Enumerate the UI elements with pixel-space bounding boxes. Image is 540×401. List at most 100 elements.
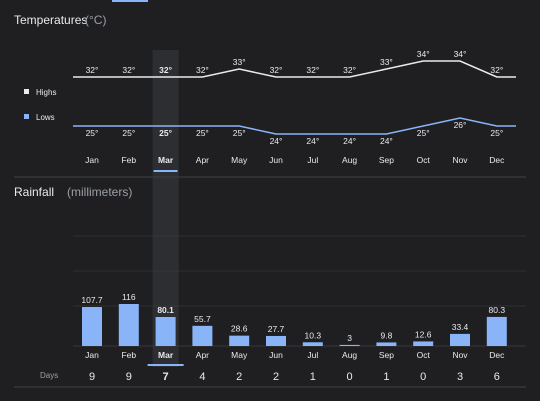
high-label-jun: 32° (270, 65, 283, 75)
temp-month-label-jun: Jun (269, 155, 283, 165)
rain-month-label-apr: Apr (196, 350, 209, 360)
low-label-oct: 25° (417, 128, 430, 138)
high-label-jan: 32° (86, 65, 99, 75)
temp-month-label-mar: Mar (158, 155, 174, 165)
high-label-aug: 32° (343, 65, 356, 75)
temp-month-label-jul: Jul (307, 155, 318, 165)
low-label-aug: 24° (343, 136, 356, 146)
rain-month-label-may: May (231, 350, 248, 360)
days-value-apr: 4 (199, 371, 205, 383)
low-label-feb: 25° (122, 128, 135, 138)
low-label-may: 25° (233, 128, 246, 138)
rainfall-value-label-feb: 116 (122, 292, 136, 302)
temperatures-unit: (°C) (85, 13, 106, 27)
days-value-jun: 2 (273, 371, 279, 383)
rainfall-value-label-jul: 10.3 (305, 330, 322, 340)
rainfall-value-label-nov: 33.4 (452, 322, 469, 332)
low-label-jan: 25° (86, 128, 99, 138)
rainfall-value-label-aug: 3 (347, 333, 352, 343)
rainfall-bar-jan[interactable] (82, 307, 102, 346)
days-value-jan: 9 (89, 371, 95, 383)
rainfall-value-label-may: 28.6 (231, 324, 248, 334)
temp-selected-month-underline (153, 170, 178, 172)
temp-month-label-aug: Aug (342, 155, 357, 165)
rainfall-bar-aug[interactable] (339, 344, 360, 346)
legend-highs-swatch (24, 89, 29, 94)
temp-month-label-sep: Sep (379, 155, 394, 165)
legend-lows-swatch (24, 114, 29, 119)
low-label-sep: 24° (380, 136, 393, 146)
rain-month-label-jul: Jul (307, 350, 318, 360)
low-label-apr: 25° (196, 128, 209, 138)
rainfall-bar-dec[interactable] (486, 316, 507, 346)
rain-month-label-aug: Aug (342, 350, 357, 360)
legend-lows-label: Lows (36, 113, 55, 122)
days-value-sep: 1 (383, 371, 389, 383)
rain-selected-month-underline (147, 364, 184, 366)
low-label-mar: 25° (159, 128, 172, 138)
rainfall-bar-jul[interactable] (302, 342, 323, 346)
high-label-apr: 32° (196, 65, 209, 75)
days-value-aug: 0 (347, 371, 353, 383)
temp-month-label-oct: Oct (417, 155, 431, 165)
low-label-nov: 26° (454, 120, 467, 130)
rain-month-label-nov: Nov (452, 350, 468, 360)
days-value-oct: 0 (420, 371, 426, 383)
temp-month-label-nov: Nov (452, 155, 468, 165)
rainfall-bar-apr[interactable] (192, 325, 213, 346)
rainfall-value-label-mar: 80.1 (157, 305, 174, 315)
rainfall-bar-nov[interactable] (450, 333, 470, 346)
high-label-sep: 33° (380, 57, 393, 67)
rainfall-value-label-sep: 9.8 (380, 330, 392, 340)
days-value-feb: 9 (126, 371, 132, 383)
days-value-may: 2 (236, 371, 242, 383)
rainfall-bar-jun[interactable] (266, 335, 286, 346)
low-label-jun: 24° (270, 136, 283, 146)
rainfall-value-label-dec: 80.3 (489, 305, 506, 315)
low-label-jul: 24° (306, 136, 319, 146)
rainfall-bar-mar[interactable] (155, 316, 176, 346)
temp-month-label-feb: Feb (121, 155, 136, 165)
high-label-jul: 32° (306, 65, 319, 75)
temp-month-label-may: May (231, 155, 248, 165)
high-label-may: 33° (233, 57, 246, 67)
selected-month-band (152, 50, 179, 367)
rainfall-bar-oct[interactable] (413, 341, 434, 346)
rainfall-unit: (millimeters) (67, 185, 132, 199)
rain-month-label-sep: Sep (379, 350, 394, 360)
legend-highs-label: Highs (36, 88, 56, 97)
days-label: Days (40, 371, 58, 380)
high-label-oct: 34° (417, 49, 430, 59)
temp-month-label-jan: Jan (85, 155, 99, 165)
rainfall-value-label-jun: 27.7 (268, 324, 285, 334)
rain-month-label-oct: Oct (417, 350, 431, 360)
rainfall-bar-may[interactable] (229, 335, 250, 346)
days-value-jul: 1 (310, 371, 316, 383)
active-tab-indicator (112, 0, 148, 2)
rain-month-label-jan: Jan (85, 350, 99, 360)
high-label-dec: 32° (490, 65, 503, 75)
rainfall-bar-feb[interactable] (118, 304, 139, 346)
low-label-dec: 25° (490, 128, 503, 138)
high-label-mar: 32° (159, 65, 172, 75)
rainfall-bar-sep[interactable] (376, 342, 397, 346)
days-value-dec: 6 (494, 371, 500, 383)
high-label-nov: 34° (454, 49, 467, 59)
temperatures-title: Temperatures (14, 13, 87, 27)
rain-month-label-dec: Dec (489, 350, 505, 360)
temp-month-label-apr: Apr (196, 155, 209, 165)
days-value-mar: 7 (163, 371, 169, 383)
high-label-feb: 32° (122, 65, 135, 75)
rain-month-label-jun: Jun (269, 350, 283, 360)
rain-month-label-feb: Feb (121, 350, 136, 360)
highs-series-line (73, 60, 516, 78)
rainfall-value-label-oct: 12.6 (415, 329, 432, 339)
temp-month-label-dec: Dec (489, 155, 505, 165)
rainfall-title: Rainfall (14, 185, 54, 199)
rain-month-label-mar: Mar (158, 350, 174, 360)
lows-series-line (73, 117, 516, 135)
days-value-nov: 3 (457, 371, 463, 383)
rainfall-value-label-apr: 55.7 (194, 314, 211, 324)
